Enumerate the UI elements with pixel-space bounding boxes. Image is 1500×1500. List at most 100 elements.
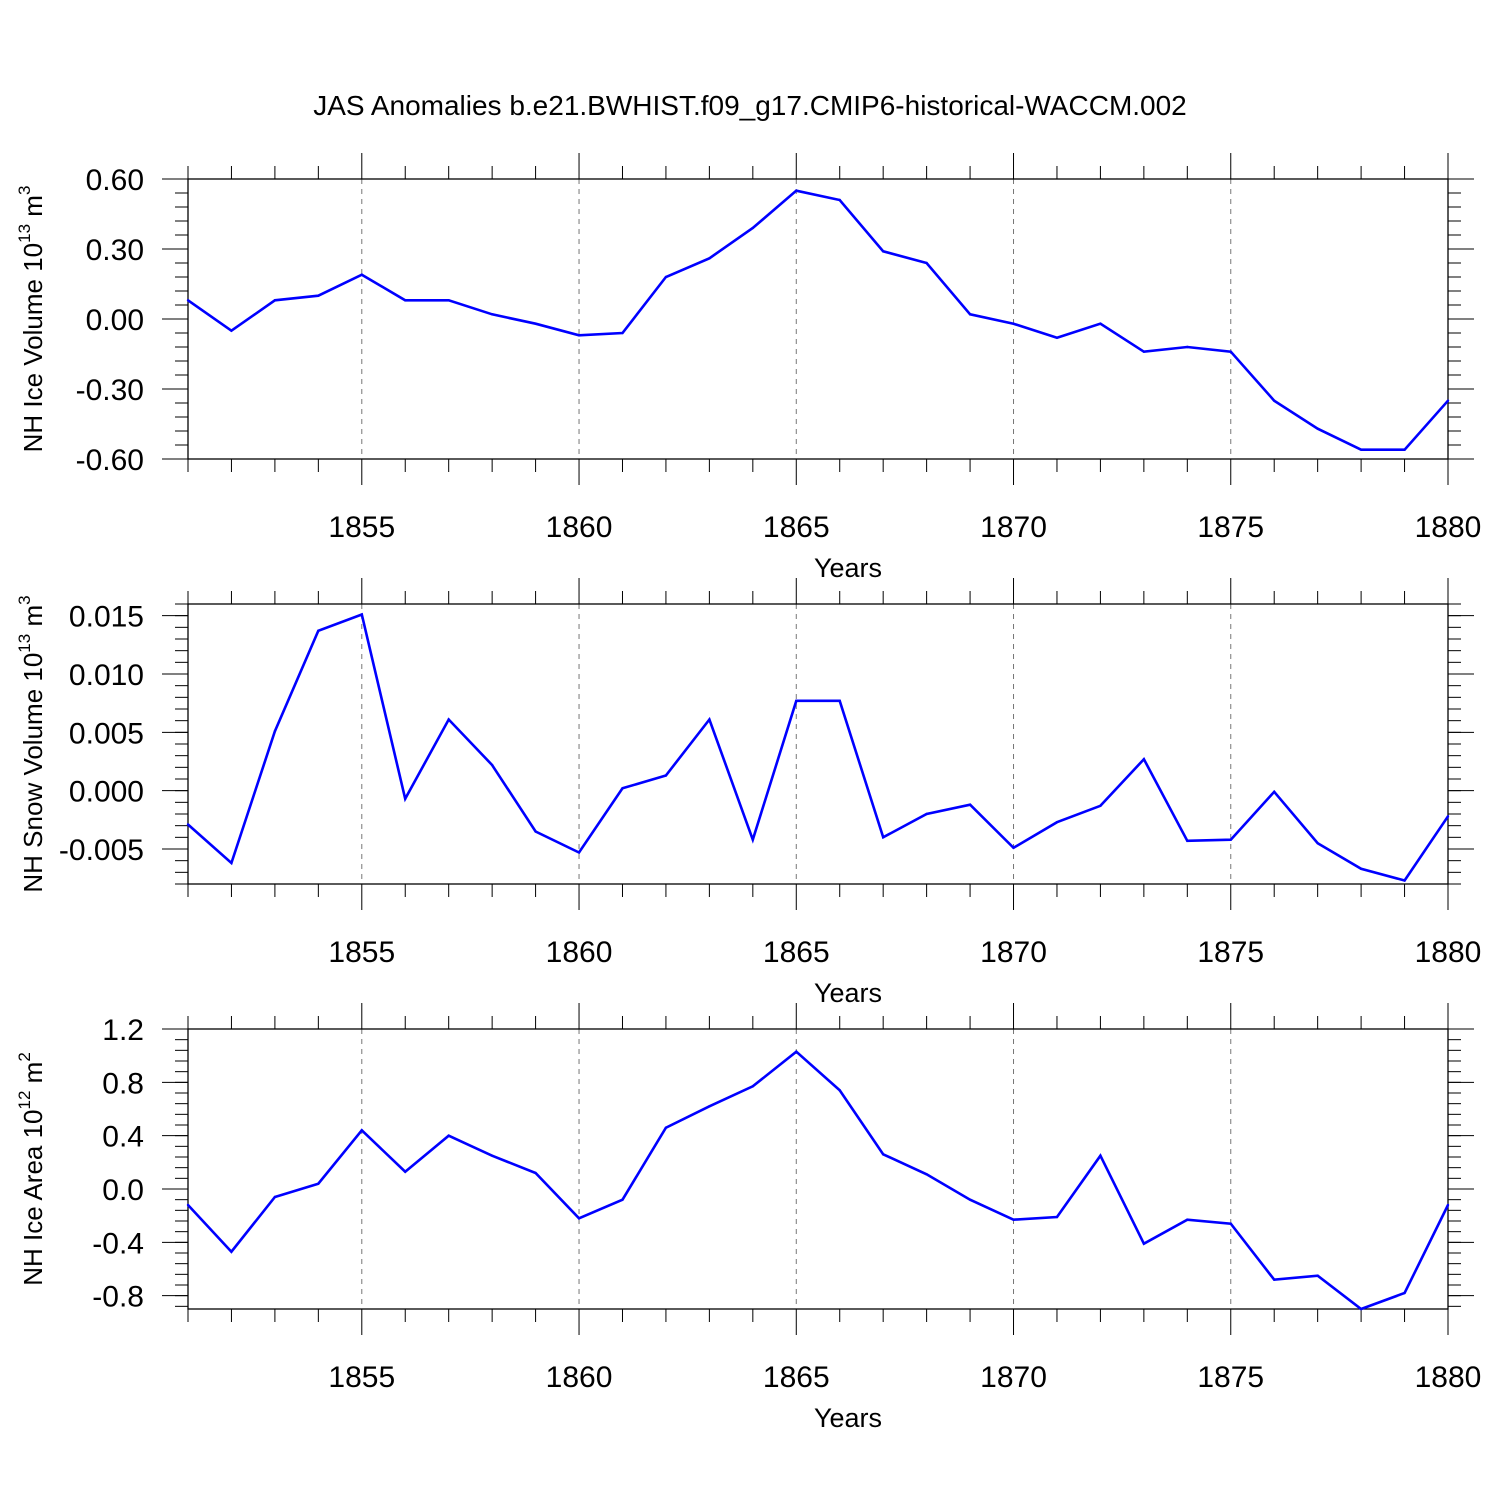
data-point [925, 812, 928, 816]
y-tick-label: 0.00 [86, 304, 144, 337]
y-tick-label: 0.005 [69, 717, 144, 750]
data-point [1055, 1215, 1059, 1219]
y-axis-label: NH Ice Volume 1013 m3 [15, 186, 48, 453]
plot-frame [187, 178, 1449, 460]
data-point [751, 838, 755, 841]
data-point [534, 1171, 537, 1175]
data-point [360, 613, 363, 616]
data-point [1099, 804, 1102, 808]
chart-panel-ice-volume: 1855 1860 1865 1870 1875 1880 Years -0.60 -0.30 0… [15, 153, 1481, 583]
data-point [751, 1085, 755, 1088]
data-point [447, 718, 450, 721]
plot-frame [187, 603, 1449, 885]
y-axis-label: NH Snow Volume 1013 m3 [15, 595, 48, 892]
data-point [230, 861, 233, 865]
y-tick-label: 0.30 [86, 234, 144, 267]
data-point [1142, 350, 1146, 353]
x-tick-label: 1880 [1415, 936, 1482, 969]
y-tick-label: 0.0 [102, 1174, 144, 1207]
data-point [230, 329, 233, 332]
series-line-ice-area [187, 1050, 1450, 1311]
data-point [795, 1050, 798, 1053]
data-point [708, 1105, 711, 1108]
data-point [447, 299, 450, 302]
plot-frame [187, 1028, 1449, 1310]
x-axis-label: Years [814, 1403, 882, 1433]
x-axis-label: Years [814, 553, 882, 583]
data-point [1012, 846, 1015, 850]
data-point [534, 830, 537, 833]
data-point [186, 823, 190, 826]
data-point [708, 718, 711, 721]
chart-panels: 1855 1860 1865 1870 1875 1880 Years -0.60 -0.30 0… [15, 153, 1481, 1433]
data-point [1142, 1242, 1146, 1245]
data-point [230, 1250, 233, 1253]
data-point [186, 299, 190, 302]
data-point [360, 1129, 363, 1132]
data-point [1273, 399, 1276, 402]
data-point [273, 729, 277, 733]
data-point [577, 1217, 581, 1220]
chart-panel-ice-area: 1855 1860 1865 1870 1875 1880 Years -0.8 -0.4 0.0… [15, 1003, 1481, 1433]
data-point [1229, 838, 1232, 841]
x-tick-label: 1875 [1197, 936, 1264, 969]
data-point [490, 763, 494, 767]
data-point [1229, 350, 1232, 353]
data-point [838, 1089, 841, 1092]
y-tick-label: 0.4 [102, 1121, 144, 1154]
y-tick-label: -0.8 [92, 1281, 144, 1314]
data-point [664, 774, 668, 777]
y-tick-label: 0.60 [86, 164, 144, 197]
data-point [1316, 841, 1319, 845]
data-point [1186, 839, 1189, 843]
y-tick-label: -0.005 [59, 834, 144, 867]
figure-title: JAS Anomalies b.e21.BWHIST.f09_g17.CMIP6… [313, 90, 1187, 121]
data-point [1055, 820, 1059, 824]
data-point [447, 1134, 450, 1137]
data-point [490, 313, 494, 316]
y-tick-label: 0.000 [69, 776, 144, 809]
data-point [838, 198, 841, 202]
data-point [1142, 757, 1146, 761]
data-point [1359, 1307, 1363, 1311]
data-point [1403, 448, 1406, 451]
data-point [1316, 1274, 1319, 1277]
data-point [1446, 399, 1450, 402]
data-point [317, 294, 320, 297]
y-axis-label: NH Ice Area 1012 m2 [15, 1052, 48, 1286]
data-point [1446, 815, 1450, 818]
data-point [838, 699, 841, 703]
data-point [534, 322, 537, 325]
y-tick-label: -0.4 [92, 1227, 144, 1260]
x-tick-label: 1855 [328, 1361, 395, 1394]
x-tick-label: 1860 [546, 936, 613, 969]
y-tick-label: 0.010 [69, 659, 144, 692]
data-point [360, 273, 363, 276]
y-tick-label: -0.60 [76, 444, 144, 477]
data-point [1273, 790, 1276, 794]
data-point [1186, 1218, 1189, 1221]
series-line-snow-volume [187, 612, 1450, 882]
data-point [621, 331, 624, 335]
data-point [1012, 322, 1015, 325]
data-point [317, 629, 320, 633]
x-tick-label: 1865 [763, 1361, 830, 1394]
data-point [1186, 345, 1189, 349]
data-point [621, 787, 624, 790]
data-point [1099, 322, 1102, 325]
data-point [577, 851, 581, 854]
data-point [1012, 1218, 1015, 1221]
y-tick-label: 1.2 [102, 1014, 144, 1047]
x-tick-label: 1880 [1415, 511, 1482, 544]
data-point [621, 1198, 624, 1201]
chart-panel-snow-volume: 1855 1860 1865 1870 1875 1880 Years -0.005 0.000… [15, 578, 1481, 1008]
data-point [751, 226, 755, 230]
data-point [490, 1154, 494, 1157]
x-tick-label: 1870 [980, 936, 1047, 969]
data-point [881, 1153, 885, 1156]
x-tick-label: 1860 [546, 1361, 613, 1394]
x-tick-label: 1865 [763, 936, 830, 969]
x-tick-label: 1870 [980, 511, 1047, 544]
data-point [186, 1203, 190, 1207]
data-point [404, 1170, 407, 1173]
